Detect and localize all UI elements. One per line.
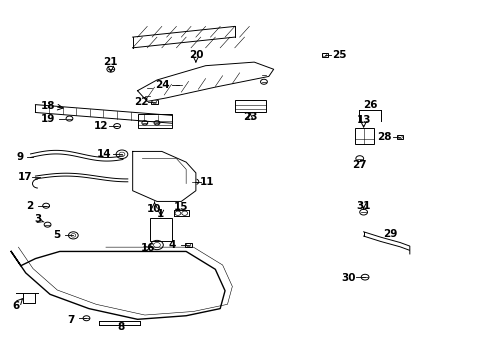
Text: 23: 23 (243, 112, 257, 122)
Text: 2: 2 (26, 201, 33, 211)
Polygon shape (132, 152, 196, 202)
Text: 30: 30 (340, 273, 355, 283)
Text: 28: 28 (377, 132, 391, 142)
Text: 3: 3 (34, 214, 41, 224)
Text: 4: 4 (168, 240, 176, 250)
Text: 9: 9 (16, 152, 23, 162)
Bar (151, 100, 158, 104)
Text: 19: 19 (41, 113, 55, 123)
Text: 1: 1 (157, 209, 164, 219)
Text: 24: 24 (155, 80, 170, 90)
Text: 12: 12 (94, 121, 108, 131)
Bar (185, 243, 191, 247)
Text: 11: 11 (200, 177, 214, 187)
Bar (234, 100, 266, 112)
Text: 5: 5 (54, 230, 61, 240)
Text: 25: 25 (331, 50, 346, 60)
Text: 16: 16 (141, 243, 155, 253)
Text: 27: 27 (352, 160, 366, 170)
Text: 31: 31 (356, 201, 370, 211)
Text: 14: 14 (97, 149, 112, 159)
Text: 7: 7 (67, 315, 75, 325)
Text: 22: 22 (134, 97, 148, 107)
Text: 18: 18 (40, 101, 55, 111)
Bar (321, 53, 327, 57)
Text: 17: 17 (18, 172, 32, 182)
Text: 29: 29 (383, 229, 397, 239)
Text: 20: 20 (188, 50, 203, 60)
Bar (355, 128, 373, 144)
Text: 8: 8 (117, 322, 124, 332)
Bar (396, 135, 403, 139)
Bar (137, 114, 171, 128)
Bar (149, 217, 171, 241)
Text: 6: 6 (12, 301, 20, 311)
Text: 21: 21 (103, 57, 118, 67)
Text: 15: 15 (174, 202, 188, 212)
Text: 10: 10 (147, 204, 162, 214)
Polygon shape (137, 62, 273, 102)
Text: 13: 13 (356, 115, 370, 125)
Text: 26: 26 (362, 100, 376, 110)
Polygon shape (174, 210, 188, 216)
